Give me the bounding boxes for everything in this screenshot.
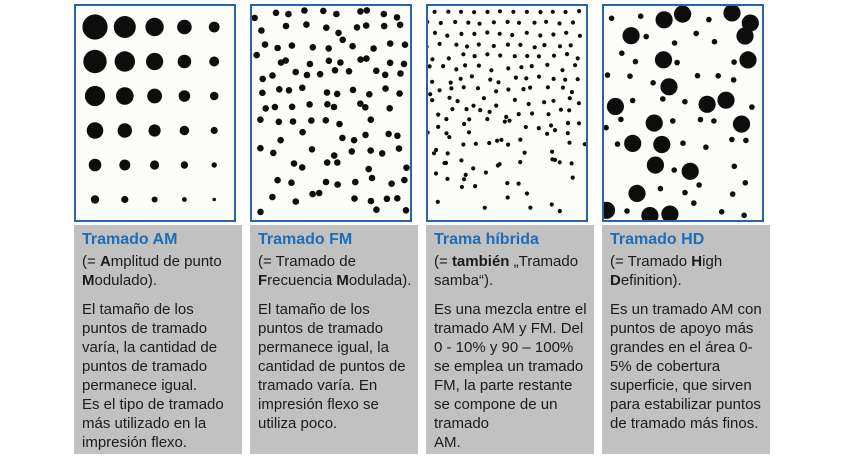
halftone-sample-fm — [250, 4, 412, 222]
panel-row: Tramado AM (= Amplitud de punto Modulado… — [74, 4, 770, 454]
am-dot-pattern-image — [82, 14, 220, 204]
panel-body-hibrida: Es una mezcla entre el tramado AM y FM. … — [434, 301, 587, 451]
panel-subtitle-am: (= Amplitud de punto Modulado). — [82, 253, 222, 289]
panel-text-fm: Tramado FM (= Tramado de Frecuencia Modu… — [250, 225, 418, 454]
panel-tramado-fm: Tramado FM (= Tramado de Frecuencia Modu… — [250, 4, 418, 454]
panel-tramado-hd: Tramado HD (= Tramado High Definition). … — [602, 4, 770, 454]
fm-dot-pattern-image — [252, 7, 410, 216]
panel-subtitle-fm: (= Tramado de Frecuencia Modulada). — [258, 253, 412, 289]
halftone-sample-am — [74, 4, 236, 222]
hybrid-dot-pattern-image — [428, 9, 586, 214]
panel-title-am: Tramado AM — [82, 231, 178, 248]
panel-body-am: El tamaño de los puntos de tramado varía… — [82, 301, 224, 451]
panel-text-am: Tramado AM (= Amplitud de punto Modulado… — [74, 225, 242, 454]
panel-tramado-am: Tramado AM (= Amplitud de punto Modulado… — [74, 4, 242, 454]
halftone-sample-hd — [602, 4, 764, 222]
panel-body-hd: Es un tramado AM con puntos de apoyo más… — [610, 301, 762, 432]
panel-subtitle-hibrida: (= también „Tramado samba“). — [434, 253, 579, 289]
panel-title-fm: Tramado FM — [258, 231, 353, 248]
panel-body-fm: El tamaño de los puntos de tramado perma… — [258, 301, 406, 432]
panel-subtitle-hd: (= Tramado High Definition). — [610, 253, 723, 289]
panel-title-hd: Tramado HD — [610, 231, 705, 248]
panel-trama-hibrida: Trama híbrida (= también „Tramado samba“… — [426, 4, 594, 454]
hd-dot-pattern-image — [604, 6, 759, 220]
panel-text-hd: Tramado HD (= Tramado High Definition). … — [602, 225, 770, 454]
halftone-sample-hibrida — [426, 4, 588, 222]
panel-title-hibrida: Trama híbrida — [434, 231, 539, 248]
panel-text-hibrida: Trama híbrida (= también „Tramado samba“… — [426, 225, 594, 454]
